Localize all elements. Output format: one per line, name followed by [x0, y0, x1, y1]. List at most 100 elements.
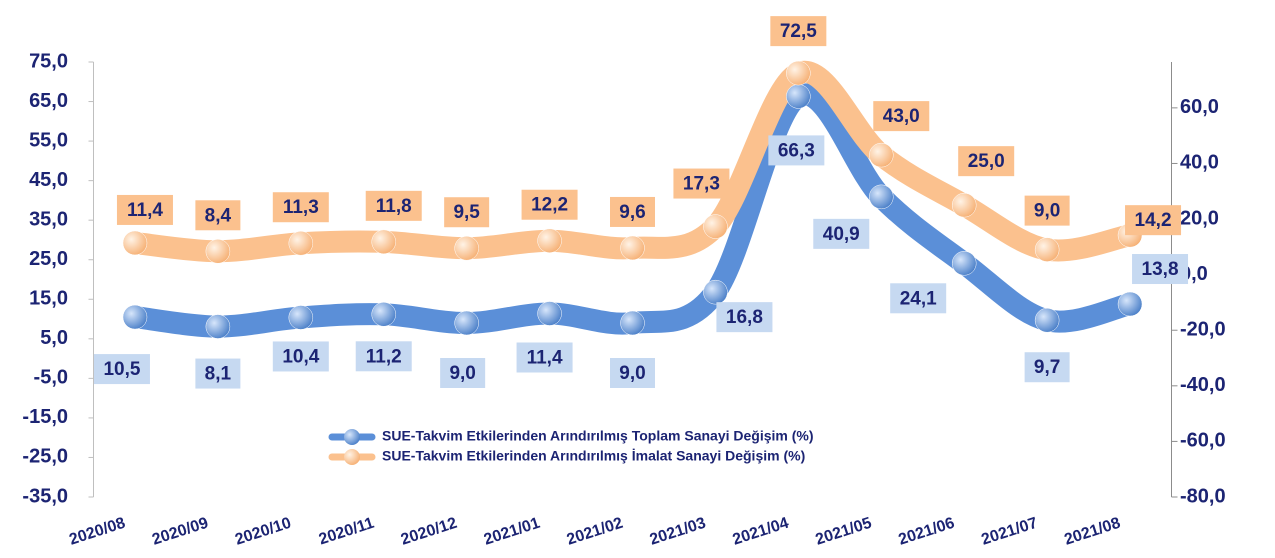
data-label: 8,1 — [205, 364, 232, 385]
data-label: 11,3 — [283, 197, 319, 218]
x-tick-label: 2021/07 — [979, 515, 1039, 549]
y-tick-label: -25,0 — [22, 446, 68, 468]
marker — [620, 310, 645, 336]
marker — [205, 314, 231, 339]
legend-marker — [344, 449, 360, 465]
x-tick-label: 2021/06 — [896, 515, 956, 549]
data-label: 11,8 — [376, 196, 412, 217]
data-label-bg — [93, 354, 150, 385]
data-label: 25,0 — [968, 151, 1005, 172]
marker — [951, 251, 977, 276]
legend-label: SUE-Takvim Etkilerinden Arındırılmış Top… — [382, 428, 814, 444]
data-label-bg — [116, 194, 173, 225]
marker — [1034, 307, 1060, 333]
x-tick-label: 2021/04 — [731, 515, 791, 549]
data-label: 10,5 — [103, 359, 140, 380]
data-label: 11,4 — [527, 348, 563, 369]
data-label: 14,2 — [1135, 210, 1172, 231]
marker — [205, 239, 231, 264]
marker — [869, 142, 894, 168]
marker — [454, 310, 479, 336]
data-label-bg — [272, 341, 329, 372]
y-tick-label: -15,0 — [22, 406, 68, 428]
marker — [371, 302, 396, 327]
data-label-bg — [355, 341, 412, 372]
y-tick-label: -5,0 — [34, 367, 68, 389]
marker — [371, 229, 396, 255]
data-label-bg — [440, 358, 486, 388]
data-label: 9,0 — [1034, 201, 1060, 222]
x-tick-label: 2020/08 — [67, 515, 127, 549]
data-label-bg — [610, 196, 655, 227]
data-label-bg — [768, 135, 825, 166]
data-label: 43,0 — [883, 106, 920, 127]
data-label: 13,8 — [1142, 259, 1179, 280]
data-label: 16,8 — [726, 307, 763, 328]
data-label: 9,0 — [619, 363, 645, 384]
data-label-bg — [521, 189, 578, 220]
x-tick-label: 2021/05 — [814, 515, 874, 549]
data-label-bg — [890, 283, 947, 314]
x-tick-label: 2020/10 — [233, 515, 293, 549]
marker — [703, 214, 728, 239]
x-tick-label: 2021/08 — [1062, 515, 1122, 549]
data-label: 11,2 — [366, 346, 402, 367]
data-label-bg — [770, 16, 827, 47]
data-label: 8,4 — [205, 205, 232, 226]
data-label: 66,3 — [778, 140, 815, 161]
y-tick-label: 25,0 — [29, 248, 68, 270]
data-label: 24,1 — [900, 288, 937, 309]
marker — [288, 230, 314, 256]
marker — [869, 184, 894, 210]
y-tick-label: -35,0 — [22, 485, 68, 507]
x-tick-label: 2021/03 — [648, 515, 708, 549]
marker — [288, 305, 314, 330]
data-label-bg — [958, 146, 1015, 177]
marker — [122, 230, 148, 256]
data-label-bg — [195, 358, 241, 389]
legend-label: SUE-Takvim Etkilerinden Arındırılmış İma… — [382, 448, 805, 464]
y2-tick-label: -60,0 — [1180, 430, 1226, 452]
data-label-bg — [444, 197, 490, 228]
y2-tick-label: 20,0 — [1180, 207, 1219, 229]
data-label: 12,2 — [531, 195, 568, 216]
y-tick-label: 65,0 — [29, 90, 68, 112]
data-label: 10,4 — [282, 346, 319, 367]
y2-tick-label: -40,0 — [1180, 374, 1226, 396]
data-label: 17,3 — [683, 174, 720, 195]
data-label: 72,5 — [780, 21, 817, 42]
data-label-bg — [813, 218, 870, 249]
marker — [454, 235, 479, 261]
y-tick-label: 15,0 — [29, 288, 68, 310]
x-tick-label: 2020/09 — [150, 515, 210, 549]
data-label: 9,5 — [453, 202, 480, 223]
data-label: 40,9 — [823, 224, 860, 245]
y2-tick-label: 60,0 — [1180, 96, 1219, 118]
y2-tick-label: -20,0 — [1180, 319, 1226, 341]
y-tick-label: 45,0 — [29, 169, 68, 191]
y-tick-label: 55,0 — [29, 129, 68, 151]
x-tick-label: 2021/02 — [565, 515, 625, 549]
marker — [1034, 237, 1060, 262]
x-tick-label: 2021/01 — [482, 515, 542, 549]
y-tick-label: 5,0 — [40, 327, 68, 349]
data-label-bg — [195, 200, 241, 231]
y-tick-label: 75,0 — [29, 50, 68, 72]
data-label-bg — [1024, 195, 1070, 226]
legend-marker — [344, 429, 360, 445]
marker — [122, 304, 148, 330]
data-label-bg — [1125, 205, 1182, 236]
data-label-bg — [610, 358, 655, 388]
x-tick-label: 2020/11 — [317, 515, 377, 549]
data-label-bg — [1024, 352, 1070, 383]
marker — [951, 192, 977, 218]
y2-tick-label: -80,0 — [1180, 485, 1226, 507]
data-label-bg — [716, 302, 773, 333]
marker — [537, 228, 562, 253]
marker — [537, 301, 562, 326]
data-label-bg — [873, 101, 930, 132]
data-label: 9,7 — [1034, 357, 1060, 378]
data-label-bg — [365, 190, 422, 221]
marker — [703, 279, 728, 305]
